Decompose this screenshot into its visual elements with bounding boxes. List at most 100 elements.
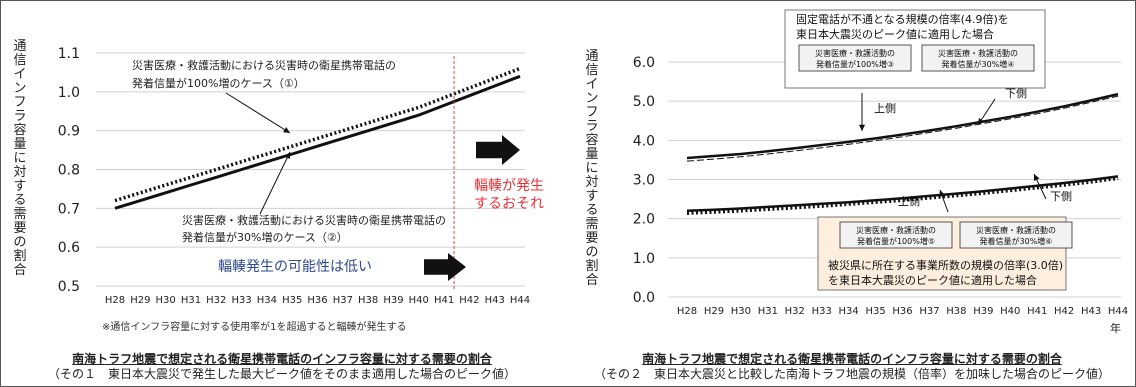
- chart-2-y-axis-label-char: 要: [585, 231, 598, 246]
- y-tick-label: 1.0: [633, 251, 655, 267]
- x-tick-label: H43: [485, 295, 505, 306]
- y-tick-label: 6.0: [633, 55, 655, 71]
- y-tick-label: 0.6: [58, 240, 80, 256]
- chart-2-y-axis-label-char: 対: [585, 175, 598, 190]
- low-possibility-label: 輻輳発生の可能性は低い: [218, 258, 372, 275]
- chart-1-y-axis-label-char: 信: [13, 53, 26, 68]
- chart-2-y-axis-label-char: 通: [585, 49, 598, 64]
- chart-2-y-axis-label-char: フ: [585, 105, 598, 120]
- congestion-label-line-1: 輻輳が発生: [474, 177, 544, 194]
- series-1-label-line-1: 災害医療・救護活動における災害時の衛星携帯電話の: [132, 58, 396, 72]
- legend-series-4-line-2: 発着信量が30%増④: [942, 59, 1015, 69]
- chart-2-y-axis-label-char: 割: [585, 258, 598, 274]
- x-tick-label: H41: [1027, 306, 1047, 317]
- bottom-annotation-line-1: 被災県に所在する事業所数の規模の倍率(3.0倍): [828, 258, 1063, 272]
- series-1-pointer: [225, 92, 291, 134]
- y-tick-label: 1.1: [58, 46, 80, 62]
- series-2-pointer: [259, 151, 291, 215]
- x-tick-label: H36: [307, 295, 327, 306]
- chart-2: 0.0 1.0 2.0 3.0 4.0 5.0 6.0 H28 H29 H30 H31 H32 H33 H…: [585, 9, 1128, 335]
- bottom-annotation-line-2: を東日本大震災のピーク値に適用した場合: [828, 273, 1037, 287]
- upper-lower-label: 下側: [1005, 87, 1027, 100]
- legend-series-6-box: [959, 221, 1073, 249]
- x-tick-label: H37: [333, 295, 353, 306]
- y-tick-label: 5.0: [633, 94, 655, 110]
- x-tick-label: H35: [282, 295, 302, 306]
- chart-1-y-axis-label-char: す: [13, 179, 26, 194]
- chart-2-y-axis-label-char: ラ: [585, 119, 598, 134]
- x-tick-label: H37: [919, 306, 939, 317]
- x-tick-label: H29: [704, 306, 724, 317]
- x-tick-label: H38: [358, 295, 378, 306]
- chart-1-y-axis-label-char: 通: [13, 39, 26, 54]
- series-1-pointer-head: [283, 127, 290, 133]
- legend-series-5-box: [839, 221, 953, 249]
- chart-1-y-axis-label-char: の: [13, 235, 26, 250]
- x-tick-label: H31: [181, 295, 201, 306]
- x-tick-label: H41: [434, 295, 454, 306]
- x-tick-label: H42: [1054, 306, 1074, 317]
- chart-1-y-axis-label-char: ラ: [13, 109, 26, 124]
- y-tick-label: 0.9: [58, 124, 80, 140]
- chart-1-y-axis-label-char: 容: [13, 122, 26, 138]
- chart-1-y-axis-label-char: 要: [13, 221, 26, 236]
- chart-1-y-axis-label-char: イ: [13, 67, 26, 82]
- y-tick-label: 3.0: [633, 173, 655, 189]
- series-line-1: [686, 92, 1119, 160]
- x-tick-label: H29: [130, 295, 150, 306]
- chart-2-y-axis-label-char: の: [585, 245, 598, 260]
- x-tick-label: H35: [865, 306, 885, 317]
- series-line-3: [686, 175, 1119, 213]
- x-tick-label: H32: [206, 295, 226, 306]
- upper-lower-pointer-head: [978, 118, 984, 125]
- x-tick-label: H33: [812, 306, 832, 317]
- lower-lower-pointer-head: [1033, 174, 1040, 181]
- x-tick-label: H44: [510, 295, 530, 306]
- low-possibility-arrow: [424, 253, 466, 281]
- legend-series-4-box: [921, 44, 1035, 72]
- chart-2-y-axis-label-char: 信: [585, 63, 598, 78]
- series-1-label-line-2: 発着信量が100%増のケース（①）: [132, 76, 305, 90]
- congestion-label-line-2: するおそれ: [474, 196, 544, 212]
- legend-series-3-box: [798, 44, 912, 72]
- top-annotation-line-1: 固定電話が不通となる規模の倍率(4.9倍)を: [796, 12, 1009, 26]
- x-tick-label: H28: [105, 295, 125, 306]
- y-tick-label: 4.0: [633, 133, 655, 149]
- lower-lower-label: 下側: [1050, 190, 1072, 203]
- x-tick-label: H34: [257, 295, 277, 306]
- x-tick-label: H34: [839, 306, 859, 317]
- chart-1-subtitle: （その１ 東日本大震災で発生した最大ピーク値をそのまま適用した場合のピーク値）: [47, 367, 516, 381]
- x-tick-label: H32: [785, 306, 805, 317]
- series-2-pointer-head: [284, 152, 290, 159]
- chart-1-y-axis-label-char: 対: [13, 165, 26, 180]
- chart-2-y-axis-label-char: 量: [585, 147, 598, 162]
- chart-1-y-axis-label-char: に: [13, 151, 26, 166]
- lower-upper-label: 上側: [898, 195, 920, 208]
- x-tick-label: H40: [1000, 306, 1020, 317]
- y-tick-label: 0.8: [58, 163, 80, 179]
- y-tick-label: 0.5: [58, 279, 80, 295]
- series-2-label-line-2: 発着信量が30%増のケース（②）: [182, 230, 348, 244]
- legend-series-6-line-1: 災害医療・救護活動の: [976, 225, 1056, 235]
- chart-1-caption: 南海トラフ地震で想定される衛星携帯電話のインフラ容量に対する需要の割合 （その１…: [4, 352, 560, 382]
- legend-series-5-line-1: 災害医療・救護活動の: [856, 225, 936, 235]
- x-tick-label: H43: [1081, 306, 1101, 317]
- series-line-2: [686, 95, 1119, 162]
- x-tick-label: H39: [383, 295, 403, 306]
- x-tick-label: H30: [156, 295, 176, 306]
- x-tick-label: H38: [946, 306, 966, 317]
- upper-upper-pointer-head: [858, 124, 866, 131]
- x-tick-label: H42: [459, 295, 479, 306]
- chart-2-caption: 南海トラフ地震で想定される衛星携帯電話のインフラ容量に対する需要の割合 （その２…: [572, 352, 1132, 382]
- x-tick-label: H28: [677, 306, 697, 317]
- chart-2-y-axis-label-char: イ: [585, 77, 598, 92]
- legend-series-6-line-2: 発着信量が30%増⑥: [980, 236, 1053, 246]
- series-line-2: [114, 74, 521, 210]
- chart-2-y-axis-label-char: に: [585, 161, 598, 176]
- legend-series-3-line-2: 発着信量が100%増③: [816, 59, 894, 69]
- chart-1-y-axis-label-char: 量: [13, 137, 26, 152]
- x-axis-title: 年: [1110, 321, 1121, 335]
- chart-2-y-axis-label-char: 合: [585, 273, 598, 288]
